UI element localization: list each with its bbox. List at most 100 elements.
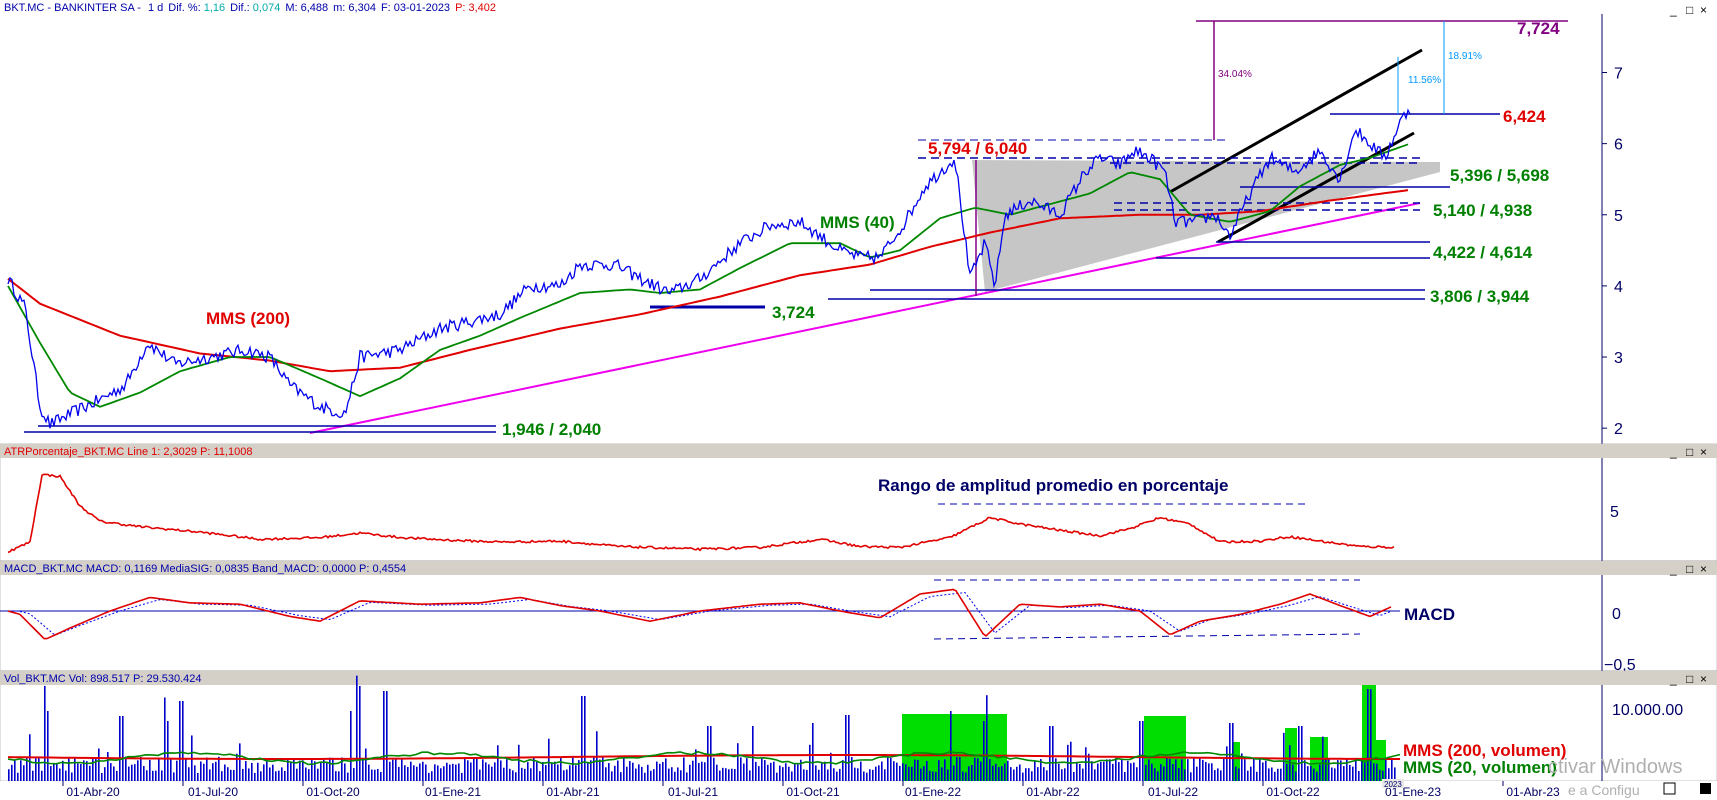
atr-title: Rango de amplitud promedio en porcentaje <box>878 476 1228 495</box>
atr-header: ATRPorcentaje_BKT.MC Line 1: 2,3029 P: 1… <box>4 446 252 458</box>
volume-bar <box>230 769 232 781</box>
volume-bar <box>1181 759 1183 781</box>
volume-bar <box>869 769 871 781</box>
volume-bar <box>272 764 274 781</box>
volume-bar <box>1250 766 1252 781</box>
volume-bar <box>347 772 349 781</box>
volume-bar <box>125 756 127 781</box>
macd-header: MACD_BKT.MC MACD: 0,1169 MediaSIG: 0,083… <box>4 563 406 575</box>
volume-bar <box>842 760 844 781</box>
label-7724: 7,724 <box>1517 19 1560 38</box>
volume-bar <box>1079 763 1081 781</box>
volume-bar <box>878 765 880 781</box>
volume-bar <box>1196 766 1198 781</box>
volume-bar <box>623 757 625 781</box>
volume-bar <box>1163 766 1165 781</box>
volume-window-buttons[interactable]: _ □ × <box>1669 672 1707 686</box>
volume-bar <box>530 768 532 781</box>
volume-bar <box>239 743 241 781</box>
volume-bar <box>908 766 910 781</box>
volume-bar <box>521 767 523 781</box>
volume-bar <box>941 767 943 781</box>
volume-bar <box>371 769 373 781</box>
volume-bar <box>263 764 265 781</box>
volume-bar <box>965 772 967 781</box>
volume-bar <box>1358 771 1360 781</box>
price-ytick-label: 7 <box>1614 65 1623 82</box>
volume-bar <box>551 762 553 781</box>
volume-bar <box>206 757 208 781</box>
volume-bar <box>104 767 106 781</box>
volume-bar <box>317 768 319 781</box>
maximize-button[interactable]: □ <box>1686 3 1693 17</box>
volume-bar <box>1262 762 1264 781</box>
volume-bar <box>956 757 958 781</box>
volume-bar <box>1052 726 1054 781</box>
macd-maximize-button[interactable]: □ <box>1686 562 1693 576</box>
volume-close-button[interactable]: × <box>1700 672 1707 686</box>
volume-bar <box>68 758 70 781</box>
volume-bar <box>422 761 424 781</box>
volume-bar <box>365 748 367 781</box>
volume-bar <box>425 764 427 781</box>
volume-bar <box>761 758 763 781</box>
volume-highlight-4 <box>1285 728 1297 781</box>
volume-bar <box>1265 760 1267 781</box>
scroll-left-icon[interactable] <box>1663 782 1676 795</box>
volume-bar <box>1106 759 1108 781</box>
volume-bar <box>1385 759 1387 781</box>
volume-bar <box>1232 723 1234 781</box>
volume-bar <box>1394 767 1396 781</box>
volume-bar <box>557 764 559 781</box>
atr-close-button[interactable]: × <box>1700 445 1707 459</box>
volume-ytick: 10.000.00 <box>1612 702 1683 719</box>
close-button[interactable]: × <box>1700 3 1707 17</box>
volume-bar <box>149 759 151 781</box>
atr-window-buttons[interactable]: _ □ × <box>1669 445 1707 459</box>
atr-maximize-button[interactable]: □ <box>1686 445 1693 459</box>
volume-bar <box>236 753 238 781</box>
volume-bar <box>47 711 49 781</box>
volume-highlight-7 <box>1376 740 1386 781</box>
price-window-buttons[interactable]: _ □ × <box>1669 3 1707 17</box>
volume-maximize-button[interactable]: □ <box>1686 672 1693 686</box>
volume-bar <box>62 760 64 781</box>
atr-minimize-button[interactable]: _ <box>1669 445 1677 459</box>
macd-window-buttons[interactable]: _ □ × <box>1669 562 1707 576</box>
scroll-end-icon[interactable] <box>1700 783 1711 794</box>
volume-bar <box>1346 759 1348 781</box>
volume-bar <box>26 758 28 781</box>
volume-bar <box>476 758 478 781</box>
volume-bar <box>653 769 655 781</box>
volume-bar <box>821 763 823 781</box>
atr-panel: ATRPorcentaje_BKT.MC Line 1: 2,3029 P: 1… <box>0 443 1717 562</box>
volume-bar <box>1130 763 1132 781</box>
x-date-label: 01-Abr-23 <box>1506 785 1560 799</box>
volume-bar <box>995 763 997 781</box>
volume-bar <box>1100 761 1102 781</box>
volume-minimize-button[interactable]: _ <box>1669 672 1677 686</box>
volume-bar <box>473 758 475 781</box>
volume-bar <box>1154 768 1156 781</box>
volume-bar <box>293 759 295 781</box>
x-date-label: 01-Ene-22 <box>905 785 961 799</box>
macd-panel: MACD_BKT.MC MACD: 0,1169 MediaSIG: 0,083… <box>0 560 1717 674</box>
volume-bar <box>563 770 565 781</box>
volume-bar <box>1046 770 1048 781</box>
volume-bar <box>872 769 874 781</box>
minimize-button[interactable]: _ <box>1669 3 1677 17</box>
price-ytick-label: 5 <box>1614 208 1623 225</box>
macd-close-button[interactable]: × <box>1700 562 1707 576</box>
price-ytick-label: 3 <box>1614 350 1623 367</box>
volume-bar <box>1310 765 1312 781</box>
volume-bar <box>254 772 256 781</box>
macd-minimize-button[interactable]: _ <box>1669 562 1677 576</box>
x-date-label: 01-Ene-23 <box>1385 785 1441 799</box>
volume-bar <box>752 726 754 781</box>
volume-bar <box>320 761 322 781</box>
x-date-label: 01-Jul-22 <box>1148 785 1198 799</box>
volume-bar <box>1013 769 1015 781</box>
volume-bar <box>971 764 973 781</box>
x-date-label: 01-Abr-21 <box>546 785 600 799</box>
volume-bar <box>95 758 97 781</box>
